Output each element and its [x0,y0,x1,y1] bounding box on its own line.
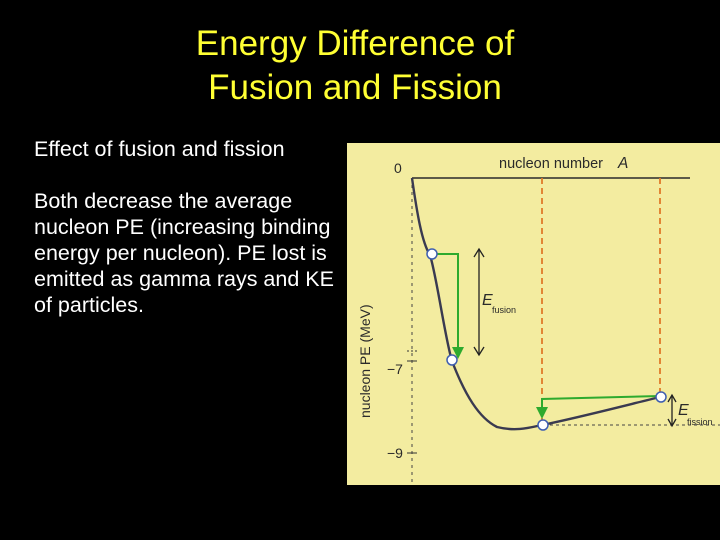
paragraph-effect: Effect of fusion and fission [34,137,285,161]
fission-arrow-head [536,407,548,419]
point-heavy-nucleus [655,391,667,403]
binding-energy-figure: 0 −7 −9 nucleon number A nucleon PE (MeV… [347,143,720,485]
fusion-arrow-head [452,347,464,359]
slide-title: Energy Difference of Fusion and Fission [0,22,720,110]
figure-svg: 0 −7 −9 nucleon number A nucleon PE (MeV… [357,155,720,483]
fusion-arrow [433,253,459,351]
y-axis-label: nucleon PE (MeV) [357,304,373,418]
x-axis-symbol: A [617,155,628,172]
tick-label-0: 0 [394,160,402,176]
e-fusion-subscript: fusion [492,305,516,315]
fission-arrow [541,395,661,410]
paragraph-explanation: Both decrease the average nucleon PE (in… [34,189,334,317]
body-text: Effect of fusion and fission Both decrea… [34,136,334,318]
point-fusion-product [446,354,458,366]
e-fission-label: E [678,402,689,419]
nucleon-pe-curve [410,177,661,431]
title-line-1: Energy Difference of [195,24,515,63]
e-fission-subscript: fission [687,417,713,427]
x-axis-label: nucleon number [499,156,603,172]
tick-label-9: −9 [387,445,403,461]
point-fission-product [537,419,549,431]
e-fusion-label: E [482,292,493,309]
tick-label-7: −7 [387,361,403,377]
title-line-2: Fusion and Fission [208,68,502,107]
point-light-nucleus [426,248,438,260]
